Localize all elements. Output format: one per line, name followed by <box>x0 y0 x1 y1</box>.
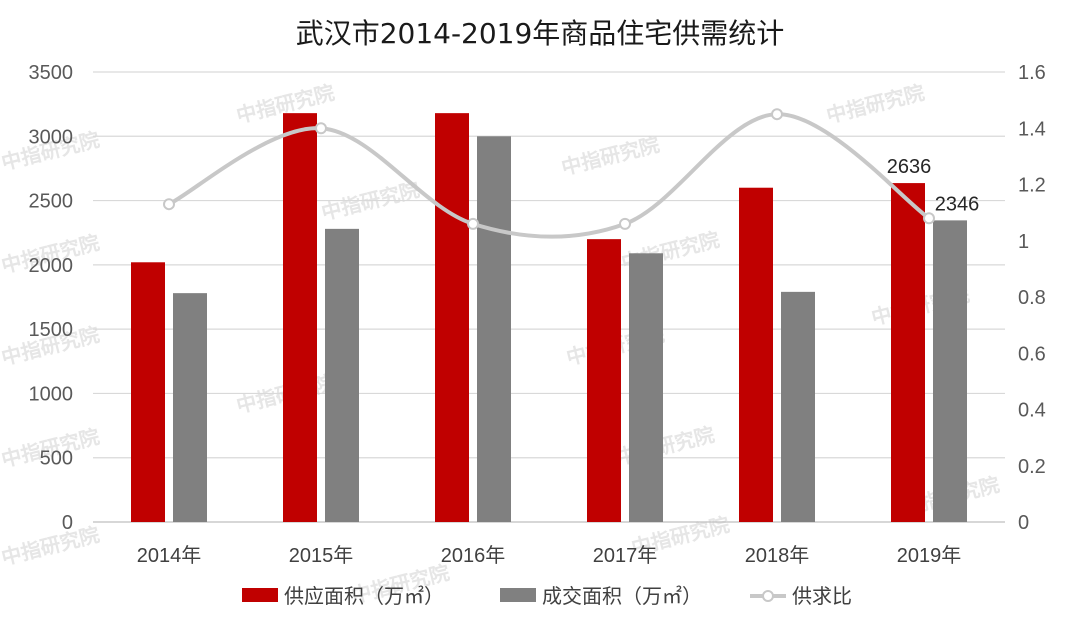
y-right-tick-label: 1.2 <box>1018 175 1046 197</box>
transaction-bar <box>325 228 359 522</box>
supply-demand-ratio-point <box>771 108 783 121</box>
transaction-bar <box>629 253 663 523</box>
supply-bar <box>131 262 165 522</box>
legend-swatch <box>500 588 536 602</box>
y-left-tick-label: 500 <box>40 448 73 470</box>
transaction-bar <box>781 291 815 522</box>
y-left-tick-label: 1500 <box>29 319 74 341</box>
y-right-tick-label: 1.6 <box>1018 62 1046 84</box>
legend-swatch <box>242 588 278 602</box>
supply-demand-ratio-point <box>619 217 631 230</box>
transaction-bar <box>477 136 511 523</box>
chart-title: 武汉市2014-2019年商品住宅供需统计 <box>295 17 785 50</box>
y-right-tick-label: 1 <box>1018 231 1029 253</box>
x-tick-label: 2017年 <box>593 544 658 567</box>
x-tick-label: 2016年 <box>441 544 506 567</box>
x-tick-label: 2019年 <box>897 544 962 567</box>
x-tick-label: 2014年 <box>137 544 202 567</box>
y-right-tick-label: 0.2 <box>1018 456 1046 478</box>
legend-swatch-marker <box>762 590 774 602</box>
data-label: 2346 <box>935 193 980 215</box>
data-label: 2636 <box>887 156 932 178</box>
supply-demand-ratio-point <box>467 217 479 230</box>
y-left-tick-label: 1000 <box>29 383 74 405</box>
y-left-tick-label: 2000 <box>29 255 74 277</box>
legend-label: 供应面积（万㎡） <box>284 584 444 608</box>
supply-bar <box>435 113 469 523</box>
supply-demand-ratio-line <box>168 112 931 239</box>
supply-demand-ratio-point <box>315 122 327 135</box>
y-left-tick-label: 0 <box>62 512 73 534</box>
x-tick-label: 2015年 <box>289 544 354 567</box>
y-left-tick-label: 3500 <box>29 62 74 84</box>
y-right-tick-label: 0.4 <box>1018 400 1046 422</box>
transaction-bar <box>933 220 967 522</box>
supply-bar <box>283 113 317 523</box>
y-right-tick-label: 0 <box>1018 512 1029 534</box>
transaction-bar <box>173 293 207 522</box>
y-left-tick-label: 3000 <box>29 126 74 148</box>
y-right-tick-label: 0.6 <box>1018 343 1046 365</box>
y-left-tick-label: 2500 <box>29 191 74 213</box>
x-tick-label: 2018年 <box>745 544 810 567</box>
supply-bar <box>891 183 925 523</box>
supply-demand-ratio-point <box>923 212 935 225</box>
supply-bar <box>739 187 773 522</box>
supply-bar <box>587 239 621 522</box>
legend-label: 成交面积（万㎡） <box>542 584 702 608</box>
y-right-tick-label: 1.4 <box>1018 118 1046 140</box>
supply-demand-ratio-point <box>163 198 175 211</box>
y-right-tick-label: 0.8 <box>1018 287 1046 309</box>
legend-label: 供求比 <box>792 585 852 608</box>
